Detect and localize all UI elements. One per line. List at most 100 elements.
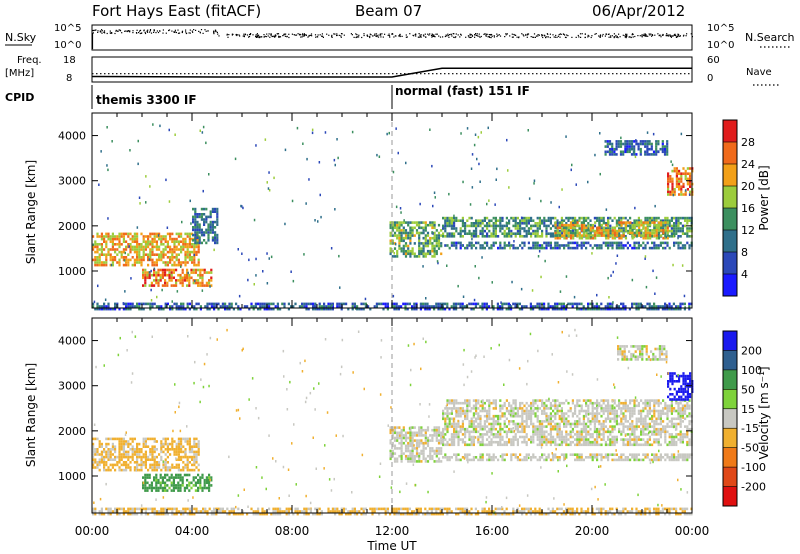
data-cell [144, 273, 147, 277]
data-cell [409, 236, 412, 240]
data-cell [442, 216, 445, 220]
data-cell [483, 425, 486, 428]
data-cell [194, 239, 197, 242]
data-cell [461, 438, 464, 441]
data-cell [158, 461, 161, 464]
data-cell [675, 169, 678, 173]
data-cell [157, 284, 160, 287]
data-cell [681, 244, 684, 247]
data-cell [142, 250, 145, 254]
data-cell [155, 261, 158, 264]
data-cell [190, 481, 193, 485]
data-cell [618, 241, 621, 245]
data-cell [129, 245, 132, 249]
data-cell [114, 305, 117, 308]
scatter-cell [550, 201, 552, 204]
nsky-point [675, 36, 677, 38]
data-cell [541, 422, 544, 426]
data-cell [364, 302, 367, 306]
nsky-point [657, 33, 659, 35]
data-cell [483, 216, 486, 220]
data-cell [607, 246, 610, 250]
nsky-point [270, 34, 272, 36]
data-cell [618, 246, 621, 250]
data-cell [530, 414, 533, 418]
data-cell [512, 219, 515, 222]
data-cell [433, 247, 436, 250]
data-cell [413, 460, 416, 463]
data-cell [589, 307, 592, 311]
data-cell [402, 249, 405, 253]
data-cell [127, 232, 130, 236]
data-cell [669, 177, 672, 181]
data-cell [686, 167, 689, 170]
data-cell [400, 249, 403, 253]
data-cell [197, 250, 200, 254]
data-cell [488, 305, 491, 308]
data-cell [545, 244, 548, 247]
data-cell [173, 256, 176, 259]
data-cell [679, 246, 682, 250]
scatter-cell [110, 263, 113, 267]
data-cell [140, 302, 143, 306]
data-cell [147, 240, 150, 243]
data-cell [605, 229, 608, 232]
data-cell [127, 253, 130, 256]
data-cell [125, 466, 128, 469]
data-cell [525, 401, 528, 405]
data-cell [494, 224, 497, 228]
data-cell [637, 302, 640, 306]
data-cell [682, 185, 685, 188]
data-cell [391, 436, 394, 440]
data-cell [162, 253, 165, 256]
nsky-point [611, 35, 613, 37]
data-cell [111, 258, 114, 262]
data-cell [605, 234, 608, 237]
data-cell [193, 250, 196, 254]
beam-label: Beam 07 [355, 2, 422, 20]
data-cell [146, 271, 149, 274]
data-cell [589, 223, 592, 227]
data-cell [503, 246, 506, 250]
data-cell [497, 219, 500, 222]
data-cell [488, 222, 491, 225]
scatter-cell [128, 245, 130, 248]
scatter-cell [193, 253, 195, 257]
data-cell [494, 427, 497, 431]
data-cell [397, 305, 400, 308]
data-cell [457, 425, 460, 428]
data-cell [398, 436, 401, 440]
data-cell [431, 221, 434, 224]
data-cell [660, 234, 663, 237]
data-cell [508, 422, 511, 426]
data-cell [459, 219, 462, 222]
data-cell [574, 234, 577, 237]
scatter-cell [680, 132, 683, 136]
data-cell [622, 150, 625, 154]
scatter-cell [670, 160, 672, 163]
data-cell [105, 243, 108, 246]
nsky-point [227, 36, 229, 38]
data-cell [404, 255, 408, 258]
data-cell [144, 281, 147, 285]
nsky-point [581, 33, 583, 35]
data-cell [398, 234, 401, 237]
data-cell [353, 305, 356, 308]
data-cell [655, 244, 658, 247]
data-cell [472, 430, 475, 434]
nsky-point [135, 32, 138, 34]
data-cell [591, 229, 595, 232]
data-cell [472, 435, 475, 439]
data-cell [594, 234, 597, 237]
data-cell [527, 412, 530, 415]
data-cell [607, 216, 610, 220]
data-cell [682, 193, 685, 196]
data-cell [151, 261, 154, 264]
data-cell [331, 307, 334, 311]
data-cell [631, 234, 634, 237]
data-cell [644, 244, 647, 247]
data-cell [624, 305, 627, 308]
data-cell [180, 248, 183, 251]
data-cell [466, 404, 469, 408]
data-cell [661, 150, 664, 154]
